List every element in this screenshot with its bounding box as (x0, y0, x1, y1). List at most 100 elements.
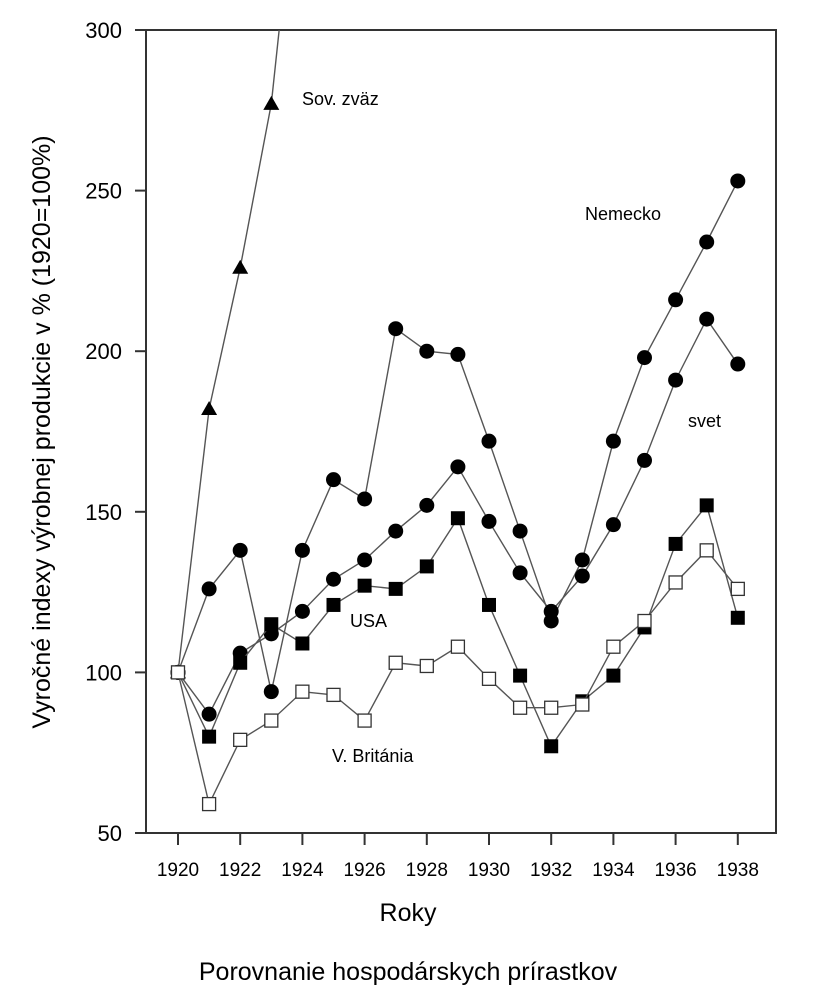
data-point (388, 523, 404, 539)
data-point (574, 568, 590, 584)
data-point (637, 613, 652, 629)
data-point (326, 472, 341, 488)
x-tick-label: 1936 (654, 860, 696, 881)
data-point (388, 581, 403, 596)
series-label-svet: svet (688, 411, 721, 431)
data-point (357, 578, 372, 593)
data-point (606, 639, 621, 654)
data-point (357, 713, 372, 728)
data-point (699, 311, 715, 327)
y-tick-label: 150 (85, 500, 122, 525)
data-point (668, 536, 683, 551)
y-tick-label: 200 (85, 339, 122, 364)
series-3 (171, 498, 745, 754)
series-4 (170, 543, 745, 812)
data-point (730, 356, 746, 372)
data-point (481, 671, 497, 686)
series-line (177, 30, 280, 673)
data-point (730, 173, 746, 189)
data-point (637, 350, 652, 366)
y-axis-label: Vyročné indexy výrobnej produkcie v % (1… (28, 135, 56, 728)
data-point (544, 739, 559, 754)
data-point (263, 684, 279, 700)
data-point (388, 321, 404, 337)
data-point (263, 95, 280, 110)
data-point (668, 575, 683, 590)
data-point (232, 542, 248, 558)
data-point (481, 513, 497, 529)
series-label-nemecko: Nemecko (585, 204, 661, 224)
data-point (513, 668, 528, 683)
series-label-usa: USA (350, 611, 387, 631)
series-1 (170, 173, 746, 700)
data-point (326, 571, 341, 587)
data-point (201, 401, 218, 416)
data-point (544, 700, 559, 715)
x-axis-label: Roky (380, 899, 437, 927)
x-tick-label: 1922 (219, 860, 261, 881)
data-point (419, 497, 435, 513)
x-tick-label: 1934 (592, 860, 635, 881)
data-point (482, 597, 496, 612)
data-point (295, 684, 310, 699)
chart-caption: Porovnanie hospodárskych prírastkov (199, 958, 618, 986)
data-point (543, 603, 559, 619)
data-point (699, 234, 715, 250)
data-point (388, 655, 403, 670)
data-point (450, 459, 466, 475)
data-point (264, 713, 279, 728)
data-point (201, 706, 217, 722)
series-0 (170, 30, 280, 679)
x-tick-label: 1938 (717, 860, 759, 881)
data-point (202, 729, 217, 744)
data-point (419, 343, 435, 359)
data-point (419, 559, 434, 574)
data-point (512, 565, 528, 581)
x-tick-label: 1920 (157, 860, 199, 881)
data-point (232, 259, 249, 274)
data-point (294, 542, 310, 558)
data-point (730, 581, 745, 597)
series-line (177, 503, 739, 748)
data-point (326, 597, 341, 612)
data-point (264, 617, 279, 632)
y-tick-label: 300 (85, 18, 122, 43)
data-point (450, 511, 465, 526)
y-tick-label: 50 (98, 821, 122, 846)
data-point (326, 687, 341, 703)
data-point (668, 292, 684, 308)
data-point (574, 552, 590, 568)
data-point (668, 372, 684, 388)
data-point (233, 655, 248, 670)
x-tick-label: 1924 (281, 860, 324, 881)
x-tick-label: 1926 (343, 860, 385, 881)
data-point (605, 517, 621, 533)
data-point (294, 603, 310, 619)
data-point (170, 665, 186, 680)
data-point (201, 796, 217, 812)
data-point (357, 552, 373, 568)
data-point (450, 346, 466, 362)
y-tick-label: 250 (85, 179, 122, 204)
data-point (575, 697, 590, 712)
data-point (699, 543, 714, 558)
data-point (295, 636, 310, 651)
data-point (357, 491, 373, 507)
data-point (637, 452, 652, 468)
series-line (177, 549, 739, 807)
data-point (606, 668, 621, 683)
series-label-sov: Sov. zväz (302, 89, 379, 109)
x-tick-label: 1932 (530, 860, 572, 881)
plot-frame (145, 29, 777, 834)
data-point (512, 523, 528, 539)
data-point (605, 433, 621, 449)
data-point (730, 610, 745, 625)
series-label-britania: V. Británia (332, 746, 414, 766)
data-point (512, 700, 528, 715)
data-point (450, 639, 466, 654)
data-point (481, 433, 497, 449)
y-tick-label: 100 (85, 660, 122, 685)
data-point (699, 498, 714, 513)
x-tick-label: 1930 (468, 860, 510, 881)
